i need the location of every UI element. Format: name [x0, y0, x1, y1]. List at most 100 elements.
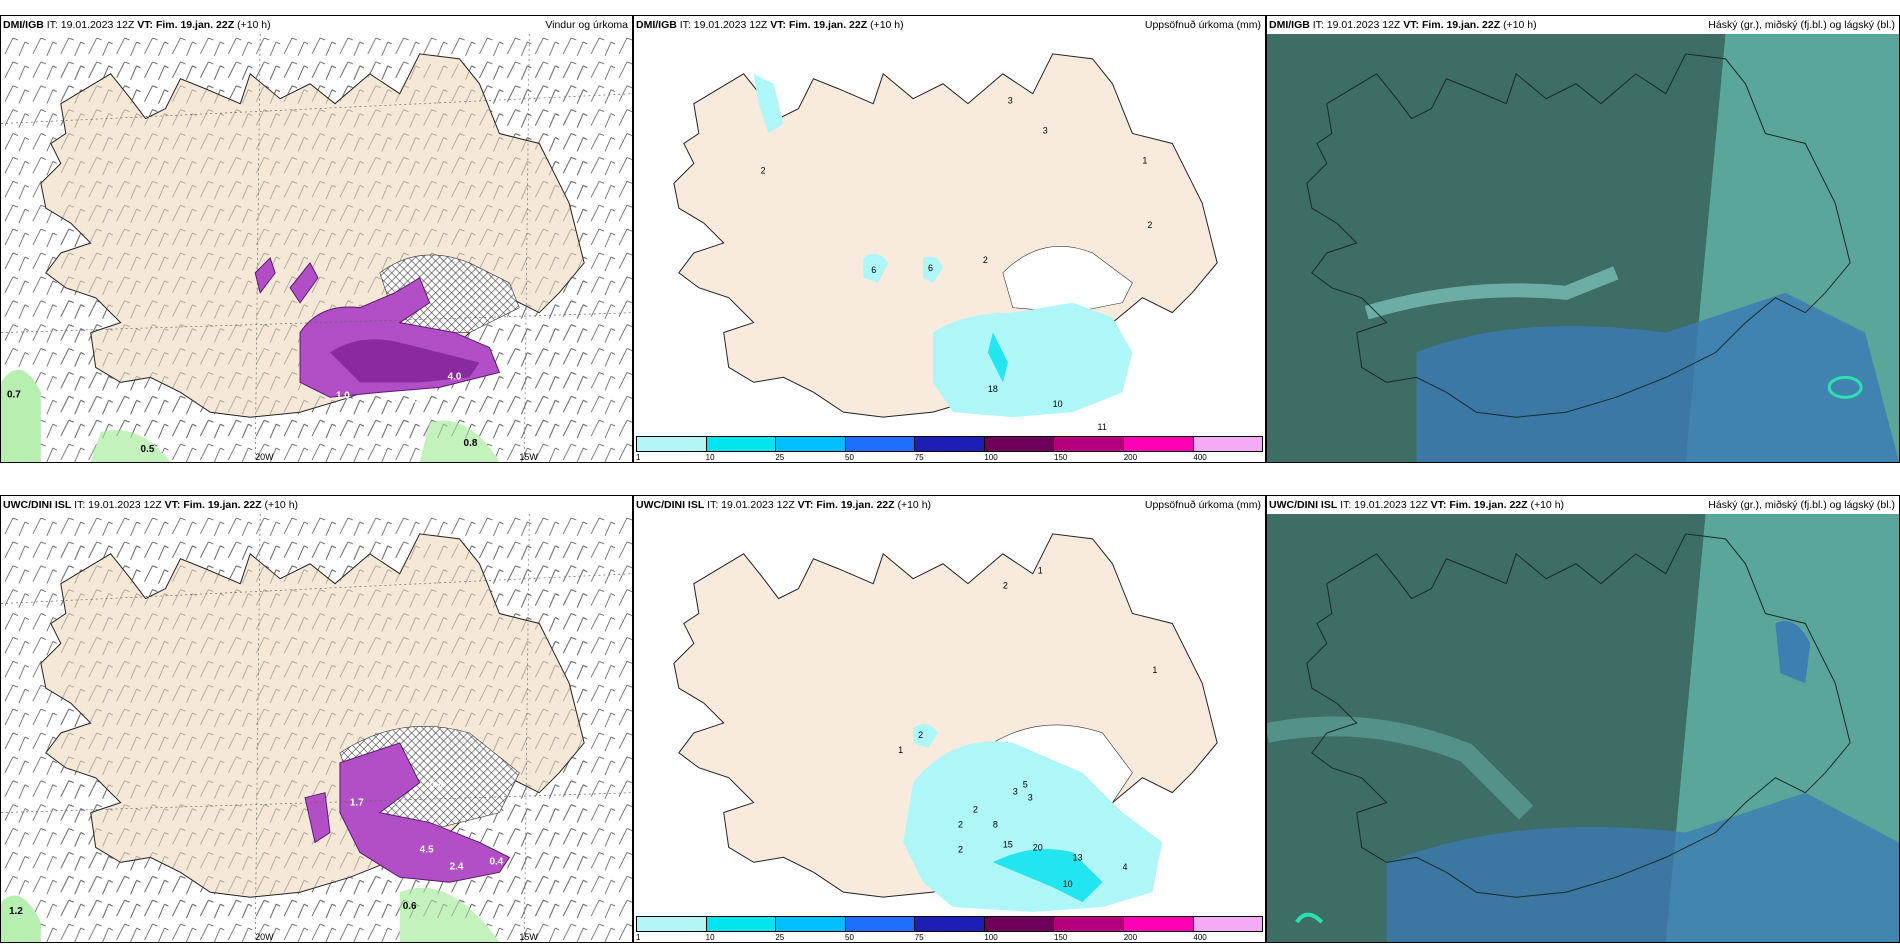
- lead-time: (+10 h): [1530, 499, 1565, 511]
- precip-rate-label: 3.3: [408, 394, 422, 405]
- init-time: IT: 19.01.2023 12Z: [707, 499, 795, 511]
- precip-value: 1: [1152, 665, 1157, 675]
- colorbar-cells: [636, 916, 1264, 932]
- colorbar-ticks: 1 10 25 50 75 100 150 200 400: [636, 933, 1263, 942]
- lead-time: (+10 h): [264, 499, 299, 511]
- colorbar-tick: 25: [775, 453, 785, 462]
- colorbar-cell: [914, 916, 984, 932]
- lead-time: (+10 h): [897, 499, 932, 511]
- colorbar-tick: 1: [636, 933, 641, 942]
- panel-wind-uwc: UWC/DINI ISL IT: 19.01.2023 12Z VT: Fim.…: [0, 495, 633, 943]
- colorbar-ticks: 1 10 25 50 75 100 150 200 400: [636, 453, 1263, 462]
- model-name: UWC/DINI ISL: [1269, 499, 1338, 511]
- colorbar-cell: [705, 436, 776, 452]
- panel-wind-dmi: DMI/IGB IT: 19.01.2023 12Z VT: Fim. 19.j…: [0, 15, 633, 463]
- colorbar-tick: 100: [984, 933, 998, 942]
- colorbar-tick: 100: [984, 453, 998, 462]
- lead-time: (+10 h): [870, 19, 904, 31]
- colorbar-cell: [844, 436, 915, 452]
- colorbar-cell: [983, 916, 1054, 932]
- cloud-cover-map: [1267, 34, 1899, 462]
- accum-precip-map: 2 3 3 1 2 6 6 2 18 10 11: [634, 34, 1265, 436]
- precip-value: 13: [1073, 852, 1083, 862]
- valid-time: Fim. 19.jan. 22Z: [1421, 19, 1501, 31]
- init-time: IT: 19.01.2023 12Z: [74, 499, 162, 511]
- colorbar-tick: 25: [775, 933, 785, 942]
- colorbar-tick: 150: [1054, 933, 1068, 942]
- panel-title: Háský (gr.), miðský (fj.bl.) og lágský (…: [1708, 499, 1895, 511]
- precip-rate-label: 0.4: [489, 856, 503, 867]
- colorbar-cell: [1053, 916, 1123, 932]
- colorbar-cells: [636, 436, 1264, 452]
- precip-rate-label: 2.4: [450, 861, 464, 872]
- lead-time: (+10 h): [237, 19, 271, 31]
- panel-header: UWC/DINI ISL IT: 19.01.2023 12Z VT: Fim.…: [634, 496, 1265, 514]
- panel-title: Háský (gr.), miðský (fj.bl.) og lágský (…: [1708, 19, 1895, 31]
- valid-time: Fim. 19.jan. 22Z: [183, 499, 262, 511]
- precip-value: 2: [958, 819, 963, 829]
- panel-title: Vindur og úrkoma: [545, 19, 628, 31]
- colorbar-tick: 400: [1193, 933, 1207, 942]
- precip-value: 18: [988, 384, 998, 394]
- panel-header: UWC/DINI ISL IT: 19.01.2023 12Z VT: Fim.…: [1, 496, 632, 514]
- colorbar-cell: [636, 916, 706, 932]
- colorbar-cell: [983, 436, 1054, 452]
- panel-accum-uwc: UWC/DINI ISL IT: 19.01.2023 12Z VT: Fim.…: [633, 495, 1266, 943]
- model-name: DMI/IGB: [636, 19, 677, 31]
- precip-value: 2: [1147, 220, 1152, 230]
- panel-header: DMI/IGB IT: 19.01.2023 12Z VT: Fim. 19.j…: [1267, 16, 1899, 34]
- cloud-cover-map: [1267, 514, 1899, 942]
- colorbar-tick: 75: [914, 933, 924, 942]
- precip-value: 11: [1098, 422, 1107, 432]
- precip-value: 8: [993, 819, 998, 829]
- model-name: UWC/DINI ISL: [636, 499, 705, 511]
- panel-header: DMI/IGB IT: 19.01.2023 12Z VT: Fim. 19.j…: [634, 16, 1265, 34]
- precip-value: 10: [1053, 399, 1063, 409]
- colorbar-tick: 10: [705, 933, 715, 942]
- colorbar-tick: 75: [914, 453, 924, 462]
- colorbar-cell: [775, 436, 845, 452]
- valid-time: Fim. 19.jan. 22Z: [788, 19, 868, 31]
- wind-label: 0.7: [7, 389, 21, 400]
- precip-value: 6: [928, 263, 933, 273]
- colorbar: 1 10 25 50 75 100 150 200 400: [634, 916, 1265, 942]
- colorbar-tick: 400: [1193, 453, 1207, 462]
- wind-precip-map: 0.7 0.5 4.0 3.3 1.0 0.8 20W 15W: [1, 34, 632, 462]
- precip-rate-label: 4.0: [448, 371, 462, 382]
- precip-value: 10: [1063, 879, 1073, 889]
- precip-value: 6: [871, 265, 876, 275]
- colorbar-tick: 50: [845, 933, 854, 942]
- colorbar-cell: [775, 916, 845, 932]
- colorbar-cell: [636, 436, 706, 452]
- model-name: DMI/IGB: [3, 19, 44, 31]
- wind-label: 1.2: [9, 906, 23, 917]
- panel-accum-dmi: DMI/IGB IT: 19.01.2023 12Z VT: Fim. 19.j…: [633, 15, 1266, 463]
- valid-time: Fim. 19.jan. 22Z: [155, 19, 235, 31]
- model-name: UWC/DINI ISL: [3, 499, 72, 511]
- precip-value: 3: [1013, 787, 1018, 797]
- lon-label: 15W: [519, 452, 538, 462]
- wind-label: 0.6: [403, 901, 417, 912]
- panel-title: Uppsöfnuð úrkoma (mm): [1144, 19, 1261, 31]
- colorbar-tick: 50: [845, 453, 854, 462]
- precip-rate-label: 0.8: [430, 780, 444, 791]
- precip-value: 2: [918, 730, 923, 740]
- wind-precip-map: 1.7 4.5 2.4 0.4 0.8 0.6 1.2 20W 15W: [1, 514, 632, 942]
- precip-value: 1: [898, 745, 903, 755]
- accum-precip-map: 1 2 1 2 1 5 3 3 2 2 8 15 20 13 4 10 2: [634, 514, 1265, 916]
- precip-value: 2: [958, 844, 963, 854]
- precip-rate-label: 4.5: [420, 844, 434, 855]
- colorbar-cell: [1053, 436, 1123, 452]
- precip-value: 2: [761, 165, 766, 175]
- colorbar-cell: [1122, 436, 1193, 452]
- colorbar-cell: [705, 916, 776, 932]
- colorbar-tick: 200: [1123, 453, 1138, 462]
- colorbar-tick: 1: [636, 453, 641, 462]
- colorbar-cell: [914, 436, 984, 452]
- precip-value: 15: [1003, 839, 1013, 849]
- valid-time: Fim. 19.jan. 22Z: [816, 499, 895, 511]
- colorbar-cell: [844, 916, 915, 932]
- precip-value: 2: [973, 805, 978, 815]
- lon-label: 20W: [255, 452, 274, 462]
- colorbar: 1 10 25 50 75 100 150 200 400: [634, 436, 1265, 462]
